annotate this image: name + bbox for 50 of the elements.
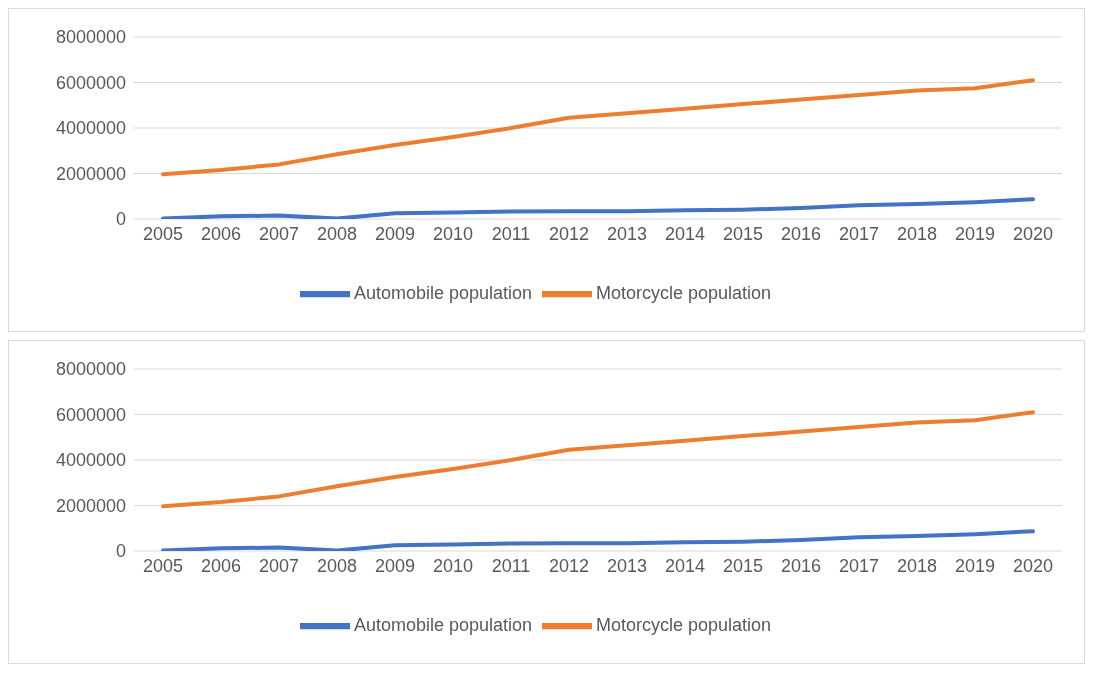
- y-tick-label: 8000000: [55, 359, 126, 380]
- x-tick-label: 2020: [1012, 555, 1054, 576]
- x-tick-label: 2008: [316, 223, 358, 244]
- x-tick-label: 2006: [200, 223, 242, 244]
- y-tick-label: 4000000: [55, 450, 126, 471]
- x-tick-label: 2005: [142, 555, 184, 576]
- x-tick-label: 2014: [664, 223, 706, 244]
- x-tick-label: 2012: [548, 555, 590, 576]
- x-tick-label: 2015: [722, 223, 764, 244]
- x-tick-label: 2013: [606, 223, 648, 244]
- x-tick-label: 2009: [374, 555, 416, 576]
- x-tick-label: 2007: [258, 555, 300, 576]
- line-series: [161, 529, 1035, 551]
- legend-label: Motorcycle population: [596, 614, 772, 635]
- legend-label: Automobile population: [353, 282, 533, 303]
- x-tick-label: 2017: [838, 223, 880, 244]
- x-tick-label: 2005: [142, 223, 184, 244]
- x-tick-label: 2019: [954, 223, 996, 244]
- x-tick-label: 2011: [491, 555, 531, 576]
- y-tick-label: 2000000: [55, 163, 126, 184]
- y-tick-label: 0: [115, 209, 126, 230]
- y-tick-label: 0: [115, 541, 126, 562]
- x-tick-label: 2015: [722, 555, 764, 576]
- x-tick-label: 2016: [780, 555, 822, 576]
- y-tick-label: 2000000: [55, 495, 126, 516]
- line-series: [161, 197, 1035, 219]
- line-series: [161, 410, 1035, 509]
- x-tick-label: 2010: [432, 223, 474, 244]
- y-tick-label: 6000000: [55, 72, 126, 93]
- x-tick-label: 2014: [664, 555, 706, 576]
- legend-label: Motorcycle population: [596, 282, 772, 303]
- line-series: [161, 78, 1035, 177]
- x-tick-label: 2010: [432, 555, 474, 576]
- x-tick-label: 2020: [1012, 223, 1054, 244]
- x-tick-label: 2007: [258, 223, 300, 244]
- y-tick-label: 4000000: [55, 118, 126, 139]
- legend-label: Automobile population: [353, 614, 533, 635]
- x-tick-label: 2011: [491, 223, 531, 244]
- x-tick-label: 2013: [606, 555, 648, 576]
- x-tick-label: 2008: [316, 555, 358, 576]
- x-tick-label: 2012: [548, 223, 590, 244]
- y-tick-label: 8000000: [55, 27, 126, 48]
- x-tick-label: 2019: [954, 555, 996, 576]
- x-tick-label: 2017: [838, 555, 880, 576]
- x-tick-label: 2006: [200, 555, 242, 576]
- x-tick-label: 2018: [896, 223, 938, 244]
- x-tick-label: 2018: [896, 555, 938, 576]
- y-tick-label: 6000000: [55, 404, 126, 425]
- x-tick-label: 2016: [780, 223, 822, 244]
- x-tick-label: 2009: [374, 223, 416, 244]
